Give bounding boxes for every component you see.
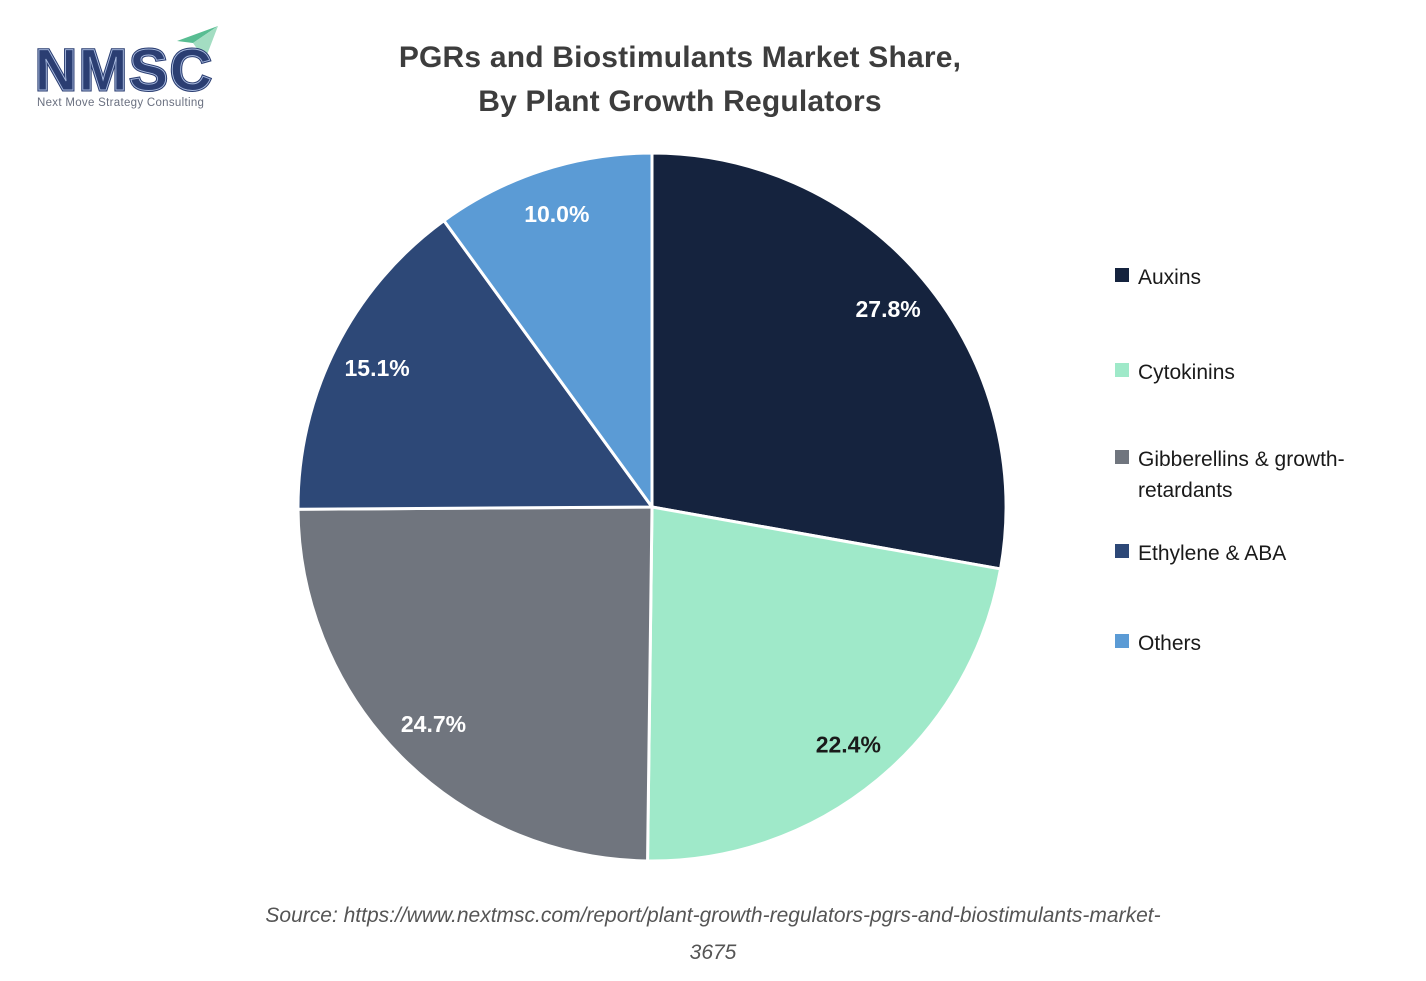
pie-label-gibberellins-growth-retardants: 24.7%	[401, 711, 466, 737]
legend-swatch-gibberellins	[1115, 450, 1129, 464]
legend-label: Gibberellins & growth-retardants	[1138, 448, 1345, 502]
legend-swatch-cytokinins	[1115, 363, 1129, 377]
chart-title-line2: By Plant Growth Regulators	[478, 85, 882, 118]
legend-item-cytokinins: Cytokinins	[1115, 357, 1370, 388]
pie-label-others: 10.0%	[524, 201, 589, 227]
source-line1: Source: https://www.nextmsc.com/report/p…	[265, 904, 1161, 927]
legend-label: Ethylene & ABA	[1138, 542, 1287, 565]
legend-label: Others	[1138, 632, 1202, 655]
nmsc-logo: NMSC NMSC Next Move Strategy Consulting	[34, 26, 218, 109]
pie-slice-auxins	[650, 151, 1008, 571]
legend-item-auxins: Auxins	[1115, 262, 1370, 293]
legend-item-others: Others	[1115, 628, 1370, 659]
nmsc-logo-subtitle: Next Move Strategy Consulting	[37, 97, 204, 109]
pie-label-cytokinins: 22.4%	[816, 731, 881, 757]
source-citation: Source: https://www.nextmsc.com/report/p…	[0, 897, 1426, 971]
legend-item-ethylene-aba: Ethylene & ABA	[1115, 538, 1370, 569]
legend-item-gibberellins-growth-retardants: Gibberellins & growth-retardants	[1115, 444, 1370, 506]
chart-title-line1: PGRs and Biostimulants Market Share,	[398, 41, 962, 74]
legend-label: Cytokinins	[1138, 361, 1235, 384]
pie-slice-cytokinins	[646, 505, 1003, 863]
nmsc-logo-arrow-icon	[177, 26, 218, 60]
pie-slice-gibberellins-growth-retardants	[296, 505, 654, 863]
chart-title: PGRs and Biostimulants Market Share, By …	[280, 36, 1080, 124]
source-line2: 3675	[689, 941, 737, 964]
pie-slice-others	[442, 151, 654, 509]
pie-label-auxins: 27.8%	[855, 296, 920, 322]
legend-swatch-others	[1115, 634, 1129, 648]
legend-label: Auxins	[1138, 266, 1202, 289]
pie-label-ethylene-aba: 15.1%	[344, 355, 409, 381]
nmsc-logo-text-fill: NMSC	[35, 38, 214, 103]
nmsc-logo-text-inline: NMSC	[35, 38, 214, 103]
pie-slice-ethylene-aba	[296, 219, 654, 511]
legend-swatch-ethylene-aba	[1115, 544, 1129, 558]
legend-swatch-auxins	[1115, 268, 1129, 282]
